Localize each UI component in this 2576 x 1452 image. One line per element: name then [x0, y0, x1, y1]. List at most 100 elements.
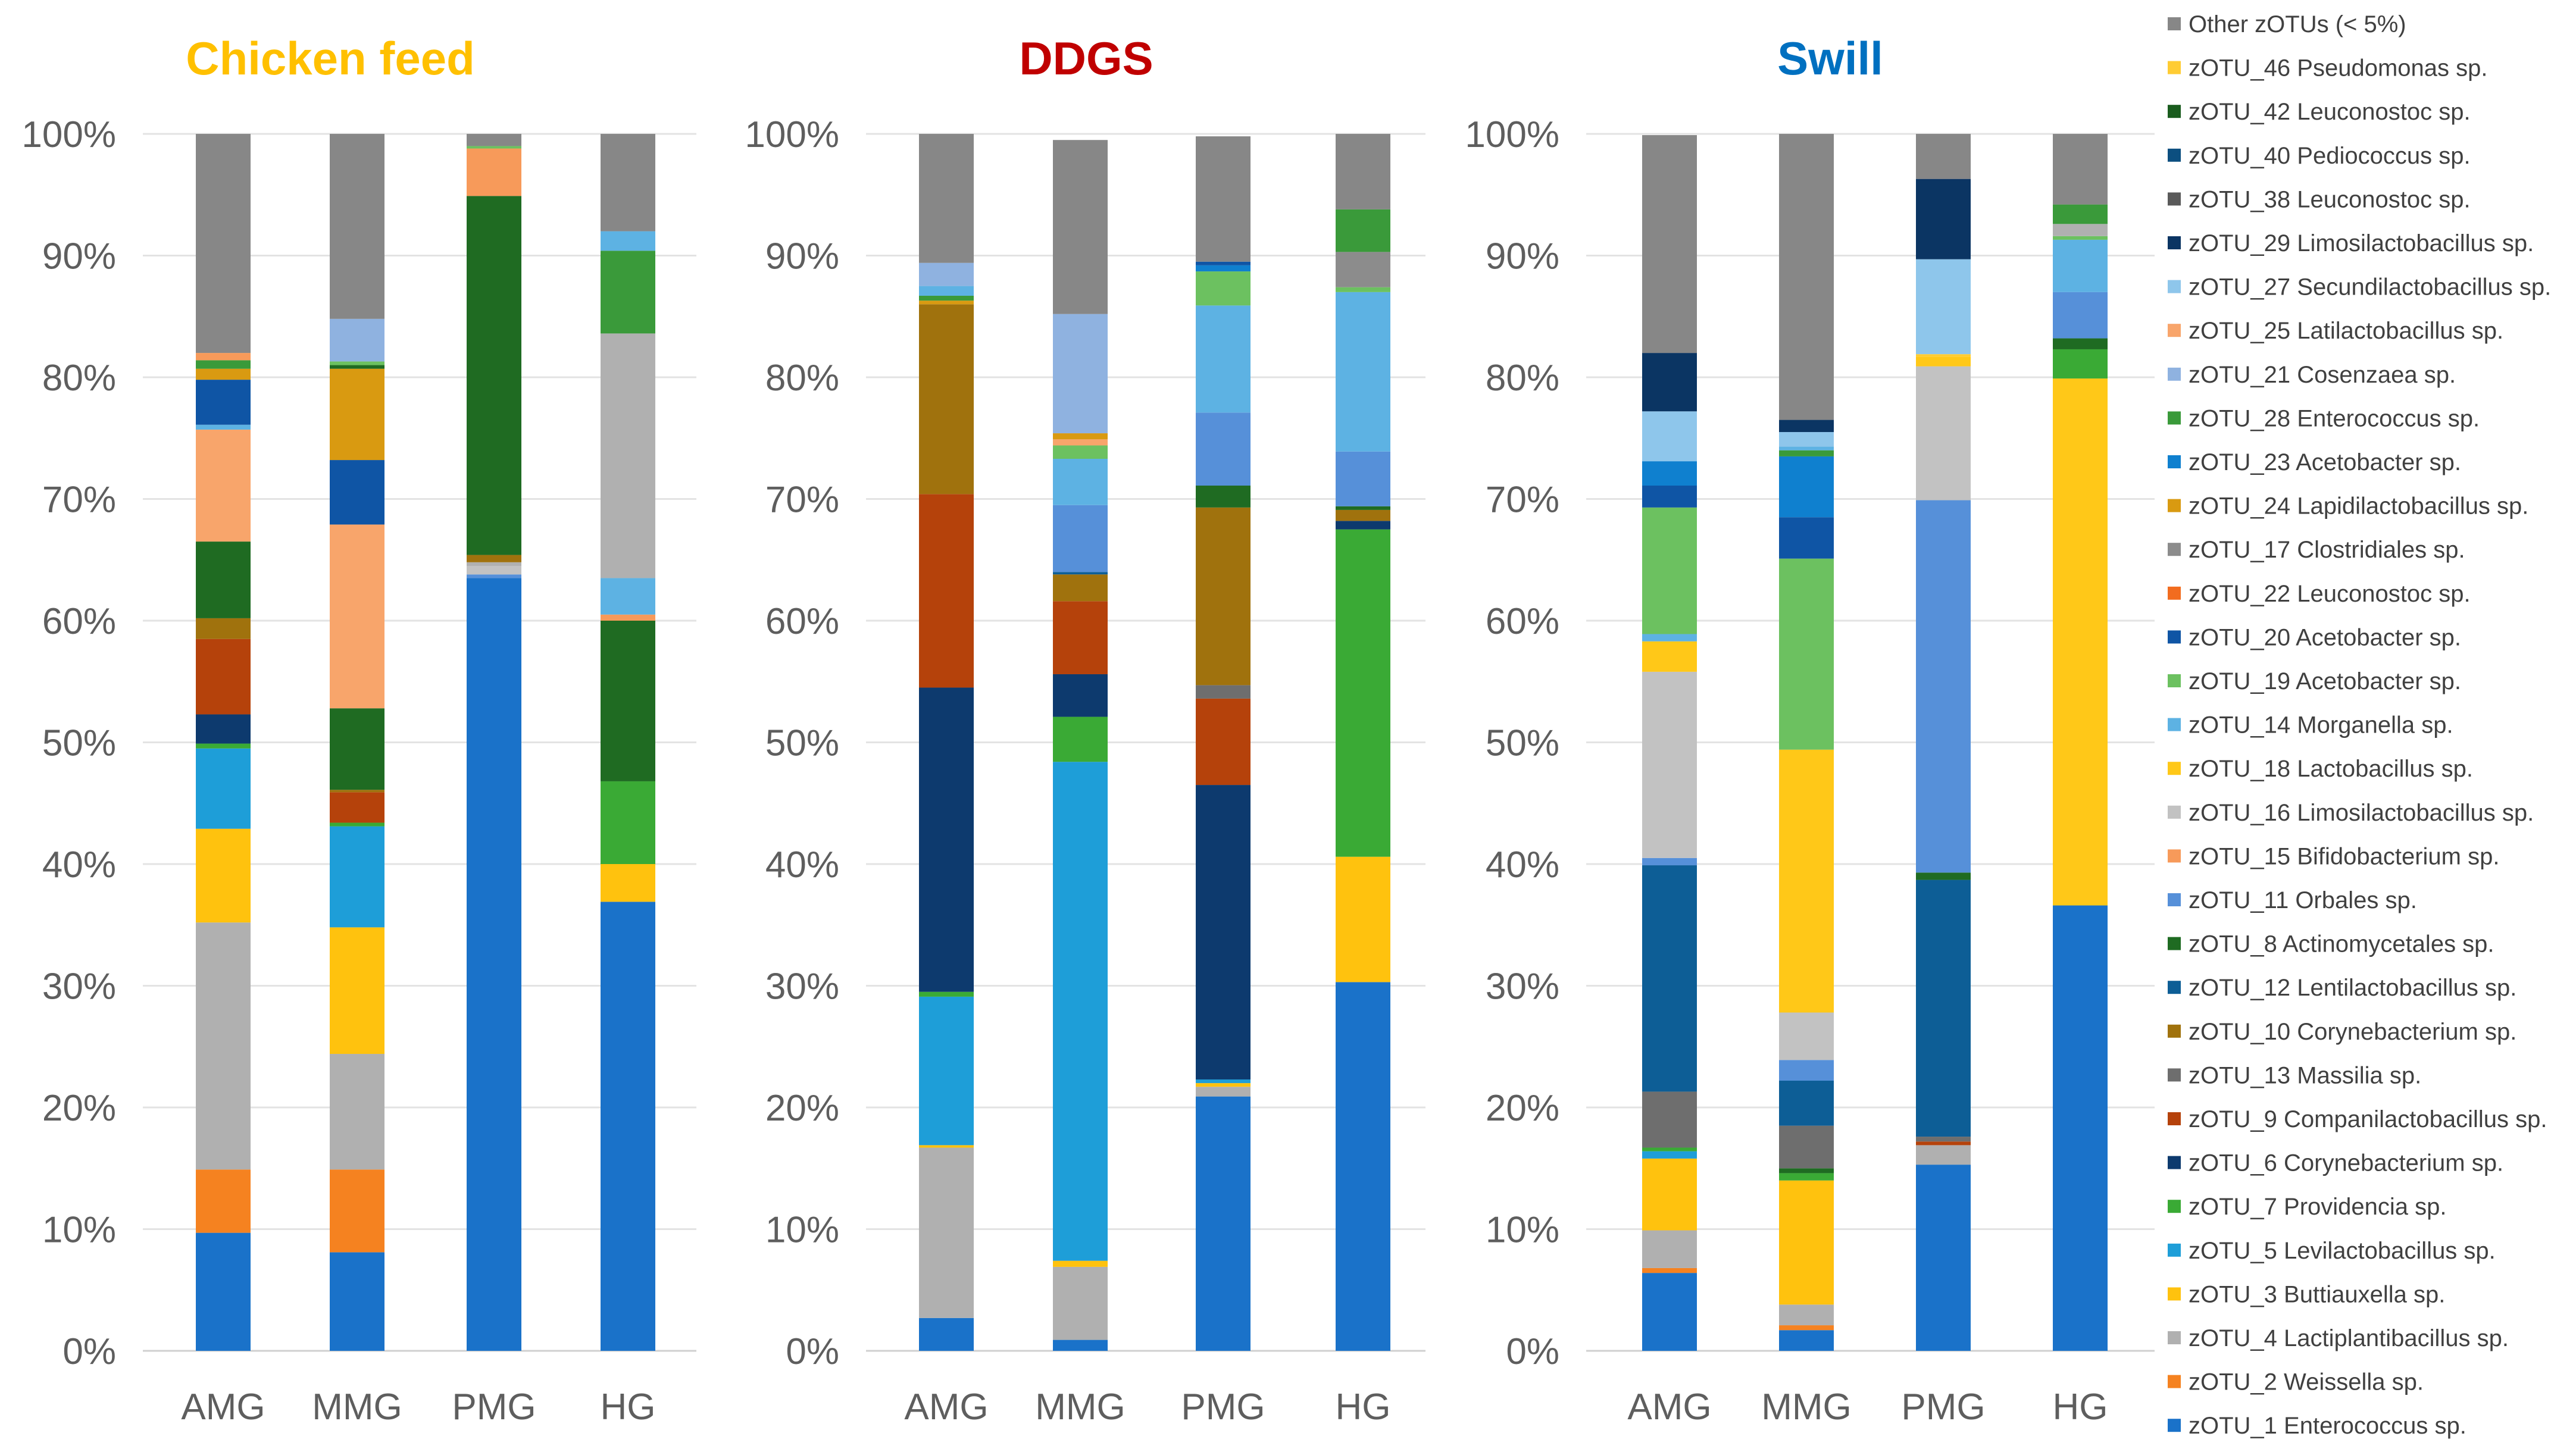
- x-tick-label: PMG: [1181, 1387, 1265, 1428]
- bar-segment: [196, 542, 251, 618]
- x-tick-label: MMG: [1035, 1387, 1126, 1428]
- bar-segment: [919, 996, 974, 1146]
- bar-segment: [919, 304, 974, 495]
- bar-segment: [1053, 505, 1108, 572]
- legend-item: zOTU_5 Levilactobacillus sp.: [2168, 1238, 2496, 1264]
- chart-panel-chicken-feed: Chicken feed 0% 10% 20% 30% 40% 50% 60% 70% 80% 90…: [21, 32, 696, 1428]
- legend-label: zOTU_10 Corynebacterium sp.: [2189, 1019, 2516, 1045]
- legend-item: zOTU_19 Acetobacter sp.: [2168, 668, 2461, 694]
- bar-segment: [919, 1145, 974, 1148]
- legend-item: zOTU_46 Pseudomonas sp.: [2168, 55, 2487, 82]
- legend-item: zOTU_23 Acetobacter sp.: [2168, 449, 2461, 475]
- bar-segment: [1336, 521, 1390, 530]
- y-tick-label: 20%: [42, 1088, 116, 1129]
- bar-segment: [1336, 509, 1390, 521]
- bar-segment: [1053, 1266, 1108, 1340]
- y-tick-label: 40%: [1486, 844, 1559, 885]
- x-tick-label: AMG: [1627, 1387, 1711, 1428]
- legend-label: zOTU_24 Lapidilactobacillus sp.: [2189, 493, 2528, 520]
- y-tick-label: 100%: [21, 114, 116, 155]
- y-tick-label: 90%: [42, 236, 116, 277]
- legend-item: zOTU_17 Clostridiales sp.: [2168, 537, 2465, 563]
- x-tick-label: AMG: [904, 1387, 988, 1428]
- bar-segment: [330, 368, 384, 461]
- bar-hg: [1336, 134, 1390, 1351]
- legend-swatch: [2168, 1287, 2181, 1301]
- bar-segment: [1642, 135, 1697, 353]
- bar-segment: [919, 286, 974, 296]
- bar-segment: [2053, 378, 2108, 906]
- bar-segment: [330, 708, 384, 790]
- bar-mmg: [1779, 134, 1834, 1351]
- bar-segment: [1642, 634, 1697, 641]
- legend-swatch: [2168, 455, 2181, 468]
- bar-segment: [467, 562, 521, 566]
- bar-segment: [1053, 572, 1108, 575]
- bar-segment: [1336, 506, 1390, 510]
- chart-panel-ddgs: DDGS 0% 10% 20% 30% 40% 50% 60% 70% 80% 90% 100% AMG…: [745, 32, 1425, 1428]
- bar-segment: [1642, 1273, 1697, 1351]
- bar-segment: [1642, 461, 1697, 486]
- bar-segment: [2053, 204, 2108, 224]
- bar-segment: [196, 743, 251, 749]
- legend-item: Other zOTUs (< 5%): [2168, 11, 2406, 37]
- y-tick-label: 10%: [765, 1210, 839, 1251]
- legend-label: zOTU_11 Orbales sp.: [2189, 887, 2417, 913]
- legend-swatch: [2168, 849, 2181, 863]
- y-tick-label: 50%: [42, 723, 116, 764]
- bar-segment: [196, 353, 251, 361]
- legend-swatch: [2168, 805, 2181, 819]
- legend-item: zOTU_10 Corynebacterium sp.: [2168, 1019, 2516, 1045]
- legend-label: zOTU_15 Bifidobacterium sp.: [2189, 843, 2499, 869]
- bar-segment: [1642, 1147, 1697, 1151]
- bar-segment: [1642, 1268, 1697, 1273]
- x-tick-label: PMG: [452, 1387, 536, 1428]
- bar-segment: [1779, 432, 1834, 447]
- panel-title: DDGS: [1019, 32, 1153, 85]
- legend-swatch: [2168, 192, 2181, 206]
- bar-segment: [330, 524, 384, 709]
- bar-segment: [1196, 271, 1251, 306]
- y-tick-label: 70%: [42, 480, 116, 521]
- bar-segment: [601, 333, 655, 578]
- legend-label: zOTU_6 Corynebacterium sp.: [2189, 1150, 2503, 1176]
- legend-swatch: [2168, 630, 2181, 644]
- bar-mmg: [1053, 140, 1108, 1351]
- legend-label: zOTU_38 Leuconostoc sp.: [2189, 186, 2471, 212]
- bar-segment: [1916, 356, 1971, 367]
- legend-item: zOTU_8 Actinomycetales sp.: [2168, 931, 2494, 957]
- bar-segment: [196, 134, 251, 353]
- legend-item: zOTU_20 Acetobacter sp.: [2168, 624, 2461, 650]
- legend-swatch: [2168, 674, 2181, 687]
- bar-segment: [919, 991, 974, 997]
- bar-segment: [1196, 698, 1251, 786]
- legend-item: zOTU_18 Lactobacillus sp.: [2168, 756, 2473, 782]
- bar-segment: [919, 1318, 974, 1351]
- legend-label: zOTU_9 Companilactobacillus sp.: [2189, 1106, 2547, 1132]
- legend-label: zOTU_21 Cosenzaea sp.: [2189, 362, 2456, 388]
- bar-mmg: [330, 134, 384, 1351]
- bar-segment: [1916, 259, 1971, 355]
- bar-segment: [196, 429, 251, 542]
- bar-segment: [467, 196, 521, 555]
- legend-label: zOTU_13 Massilia sp.: [2189, 1062, 2421, 1088]
- bar-segment: [1642, 858, 1697, 866]
- legend-label: zOTU_5 Levilactobacillus sp.: [2189, 1238, 2496, 1264]
- bar-segment: [196, 1232, 251, 1351]
- bar-segment: [601, 251, 655, 334]
- x-tick-label: MMG: [312, 1387, 402, 1428]
- legend-item: zOTU_7 Providencia sp.: [2168, 1194, 2447, 1220]
- bar-segment: [1779, 450, 1834, 456]
- bar-segment: [1779, 1060, 1834, 1081]
- bar-segment: [1336, 856, 1390, 982]
- bar-segment: [1779, 1330, 1834, 1351]
- bar-segment: [2053, 349, 2108, 379]
- bar-segment: [2053, 338, 2108, 349]
- legend-item: zOTU_15 Bifidobacterium sp.: [2168, 843, 2499, 869]
- bar-segment: [919, 301, 974, 305]
- legend-label: zOTU_2 Weissella sp.: [2189, 1369, 2424, 1395]
- bar-segment: [196, 380, 251, 425]
- bar-segment: [1779, 1173, 1834, 1181]
- bar-segment: [2053, 905, 2108, 1351]
- bar-segment: [601, 864, 655, 902]
